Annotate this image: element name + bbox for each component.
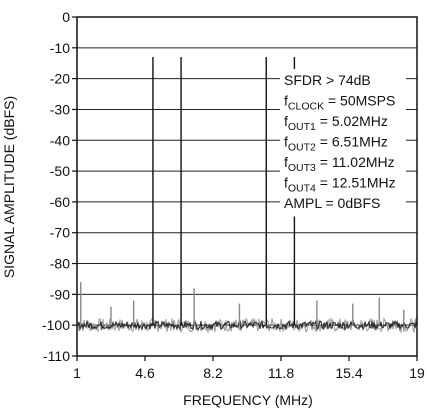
annotation-text: = 11.02MHz: [316, 154, 395, 170]
y-tick-label: -40: [50, 132, 70, 148]
annotation-text: f: [284, 134, 288, 150]
y-tick-label: -80: [50, 256, 70, 272]
annotation-text: = 5.02MHz: [316, 113, 388, 129]
y-tick-label: -30: [50, 101, 70, 117]
annotation-text: = 6.51MHz: [316, 134, 388, 150]
annotation-line: SFDR > 74dB: [284, 72, 371, 88]
plot-frame: [76, 16, 418, 357]
annotation-subscript: CLOCK: [288, 101, 324, 113]
x-tick-label: 15.4: [335, 365, 362, 381]
x-tick-label: 8.2: [203, 365, 223, 381]
y-tick-label: -100: [42, 317, 70, 333]
annotation-line: fCLOCK = 50MSPS: [284, 93, 395, 113]
x-tick-label: 11.8: [268, 365, 294, 381]
annotation-text: f: [284, 175, 288, 191]
annotation-subscript: OUT2: [288, 142, 316, 154]
annotation-line: fOUT1 = 5.02MHz: [284, 113, 388, 133]
annotation-background: [280, 69, 406, 217]
annotation-line: fOUT4 = 12.51MHz: [284, 175, 396, 195]
annotation-text: = 50MSPS: [324, 93, 395, 109]
y-tick-label: -90: [50, 286, 70, 302]
y-tick-label: -50: [50, 163, 70, 179]
y-tick-label: -10: [50, 40, 70, 56]
noise-floor: [76, 282, 418, 334]
y-tick-label: -20: [50, 71, 70, 87]
x-tick-labels: 1 4.6 8.2 11.8 15.4 19: [73, 356, 425, 381]
annotation-line: fOUT3 = 11.02MHz: [284, 154, 395, 174]
annotation-text: f: [284, 154, 288, 170]
y-tick-label: -70: [50, 225, 70, 241]
y-tick-label: -60: [50, 194, 70, 210]
x-tick-label: 19: [409, 365, 425, 381]
y-tick-labels: 0 -10 -20 -30 -40 -50 -60 -70 -80 -90 -100 -110: [42, 9, 77, 364]
annotation-subscript: OUT4: [288, 183, 316, 195]
x-tick-label: 1: [73, 365, 81, 381]
plot-border: [76, 16, 418, 357]
annotation-text: f: [284, 113, 288, 129]
annotation-line: AMPL = 0dBFS: [284, 195, 380, 211]
y-tick-label: -110: [43, 348, 70, 364]
annotation-line: fOUT2 = 6.51MHz: [284, 134, 388, 154]
tone-lines: [152, 57, 296, 326]
y-axis-label: SIGNAL AMPLITUDE (dBFS): [1, 96, 17, 278]
annotation-text: = 12.51MHz: [316, 175, 396, 191]
annotation-text: SFDR > 74dB: [284, 72, 371, 88]
y-tick-label: 0: [62, 9, 70, 25]
noise-trace: [76, 319, 418, 332]
x-axis-label: FREQUENCY (MHz): [183, 392, 313, 408]
annotation-subscript: OUT3: [288, 162, 316, 174]
x-tick-label: 4.6: [135, 365, 155, 381]
annotation-subscript: OUT1: [288, 121, 316, 133]
annotation-text: f: [284, 93, 288, 109]
noise-trace: [76, 316, 418, 334]
annotation-text: AMPL = 0dBFS: [284, 195, 380, 211]
